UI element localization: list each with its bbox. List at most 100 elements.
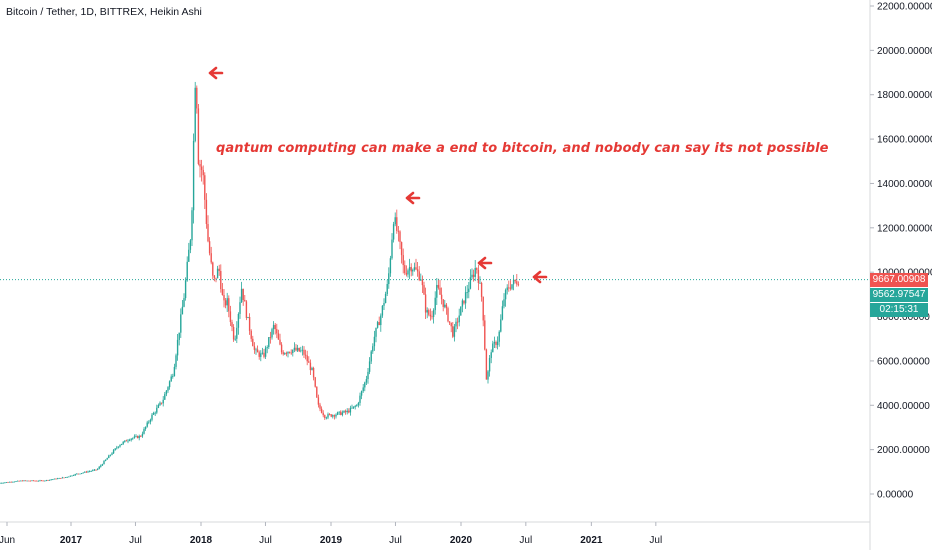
candle-body: [103, 460, 105, 465]
candle-body: [396, 217, 398, 231]
candle-body: [268, 337, 270, 348]
candle-body: [242, 288, 244, 300]
candle-body: [293, 347, 296, 350]
candle-body: [488, 358, 491, 372]
y-tick-label: 22000.00000: [877, 2, 932, 13]
candle-body: [424, 294, 427, 313]
candle-body: [151, 414, 153, 420]
candle-body: [255, 349, 257, 351]
candle-body: [295, 347, 297, 351]
candle-body: [336, 412, 339, 415]
candle-body: [90, 470, 92, 472]
candle-body: [236, 327, 238, 339]
candle-body: [412, 269, 414, 272]
candle-body: [130, 438, 132, 440]
candle-body: [351, 407, 353, 409]
candle-body: [170, 376, 172, 382]
candle-body: [472, 274, 475, 277]
candle-body: [135, 435, 137, 437]
candle-body: [384, 294, 387, 304]
candle-body: [272, 324, 275, 330]
candle-body: [287, 351, 289, 354]
candle-body: [348, 410, 350, 413]
candle-body: [175, 355, 177, 367]
candle-body: [386, 284, 388, 295]
candle-body: [32, 480, 35, 482]
candle-body: [308, 361, 310, 363]
candle-body: [296, 347, 299, 351]
candle-body: [380, 315, 382, 326]
candle-body: [480, 282, 483, 297]
candle-body: [440, 294, 443, 300]
candle-body: [207, 224, 209, 242]
candle-body: [333, 415, 336, 417]
candle-body: [191, 210, 193, 241]
candle-body: [508, 287, 510, 289]
candle-body: [48, 479, 51, 481]
candle-body: [200, 166, 203, 170]
candle-body: [288, 351, 291, 353]
candle-body: [328, 414, 331, 415]
candle-body: [346, 410, 348, 413]
candle-body: [79, 473, 81, 475]
candle-body: [133, 436, 136, 438]
candle-body: [372, 346, 374, 352]
y-tick-label: 12000.00000: [877, 223, 932, 234]
candle-body: [367, 371, 369, 380]
candle-body: [146, 422, 148, 427]
candle-body: [21, 480, 24, 482]
candle-body: [218, 268, 220, 271]
candle-body: [160, 402, 163, 404]
candle-body: [335, 414, 337, 417]
candle-body: [413, 267, 416, 270]
candle-body: [164, 394, 166, 400]
candle-body: [213, 275, 216, 278]
candle-body: [15, 481, 17, 482]
peak-arrow-2019: [405, 191, 421, 205]
candle-body: [66, 476, 68, 478]
candle-body: [405, 273, 408, 275]
candle-body: [52, 479, 54, 481]
candle-body: [298, 347, 300, 352]
candle-body: [476, 268, 478, 270]
candle-body: [303, 349, 305, 355]
candle-body: [450, 322, 452, 327]
candle-body: [327, 414, 329, 418]
candle-body: [258, 352, 260, 357]
candle-body: [332, 415, 334, 417]
candle-body: [292, 349, 294, 354]
candle-body: [194, 87, 196, 141]
candle-body: [356, 405, 358, 407]
candle-body: [501, 306, 504, 320]
x-tick-label: Jul: [259, 535, 272, 546]
candle-body: [504, 290, 507, 300]
candle-body: [271, 329, 273, 338]
candle-body: [471, 274, 473, 278]
candle-body: [248, 317, 251, 331]
x-tick-label: Jul: [389, 535, 402, 546]
candle-body: [61, 477, 64, 479]
candle-body: [482, 296, 484, 321]
candle-body: [112, 450, 115, 454]
y-tick-label: 4000.00000: [877, 401, 930, 412]
candle-body: [458, 315, 460, 323]
candle-body: [349, 407, 352, 413]
candle-body: [490, 352, 492, 359]
candle-body: [34, 480, 36, 482]
candle-body: [304, 354, 307, 356]
candle-body: [418, 271, 420, 280]
candle-body: [410, 267, 412, 272]
candle-body: [311, 367, 313, 371]
candle-body: [69, 475, 72, 477]
candle-body: [39, 480, 41, 482]
candle-body: [124, 440, 126, 442]
candle-body: [408, 267, 411, 271]
candle-body: [364, 382, 366, 388]
y-tick-label: 8000.00000: [877, 312, 930, 323]
y-axis: 22000.00000 20000.00000 18000.00000 16000.0…: [870, 2, 932, 501]
candle-body: [98, 466, 100, 469]
candle-body: [282, 352, 284, 355]
candle-body: [280, 344, 283, 353]
candle-body: [343, 410, 345, 413]
